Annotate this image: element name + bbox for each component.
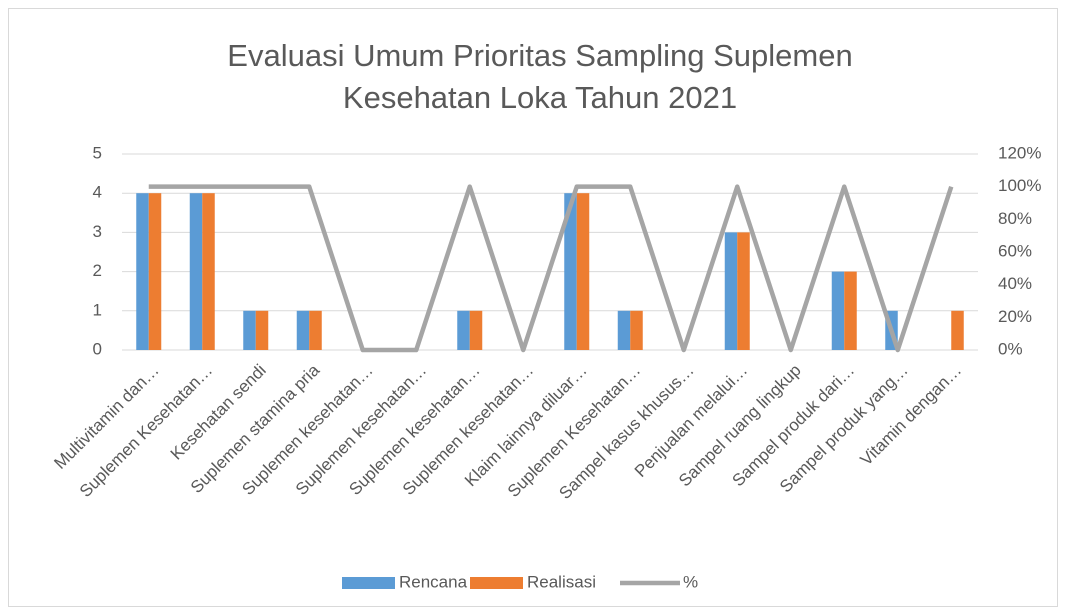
bar [630,310,643,350]
y-tick-label: 2 [93,261,102,280]
y2-tick-label: 80% [998,209,1032,228]
bar [831,271,845,350]
y-tick-label: 1 [93,300,102,319]
bar [296,310,310,350]
bar [189,193,203,350]
chart-title: Kesehatan Loka Tahun 2021 [343,80,737,115]
y-tick-label: 0 [93,339,102,358]
bar [457,310,470,350]
bar [564,193,577,350]
bar [469,310,483,350]
legend-swatch [470,577,523,589]
line [148,184,954,353]
y-tick-label: 3 [93,222,102,241]
bar [202,193,215,350]
y2-tick-label: 20% [998,307,1032,326]
y2-tick-label: 100% [998,176,1041,195]
legend-label: % [683,572,698,591]
bar [617,310,631,350]
bar [724,232,738,350]
y-tick-label: 5 [93,143,102,162]
bar [255,310,269,350]
chart-title: Evaluasi Umum Prioritas Sampling Supleme… [227,38,852,73]
y2-tick-label: 0% [998,339,1023,358]
legend-label: Realisasi [527,572,596,591]
bar [309,310,322,350]
y2-tick-label: 60% [998,241,1032,260]
legend-label: Rencana [399,572,468,591]
bar [243,310,256,350]
y2-tick-label: 120% [998,143,1041,162]
bar [148,193,162,350]
y-tick-label: 4 [93,183,102,202]
y2-tick-label: 40% [998,274,1032,293]
bar [136,193,149,350]
bar [844,271,857,350]
legend-swatch [342,577,395,589]
bar [737,232,750,350]
bar [576,193,590,350]
bar [951,310,964,350]
